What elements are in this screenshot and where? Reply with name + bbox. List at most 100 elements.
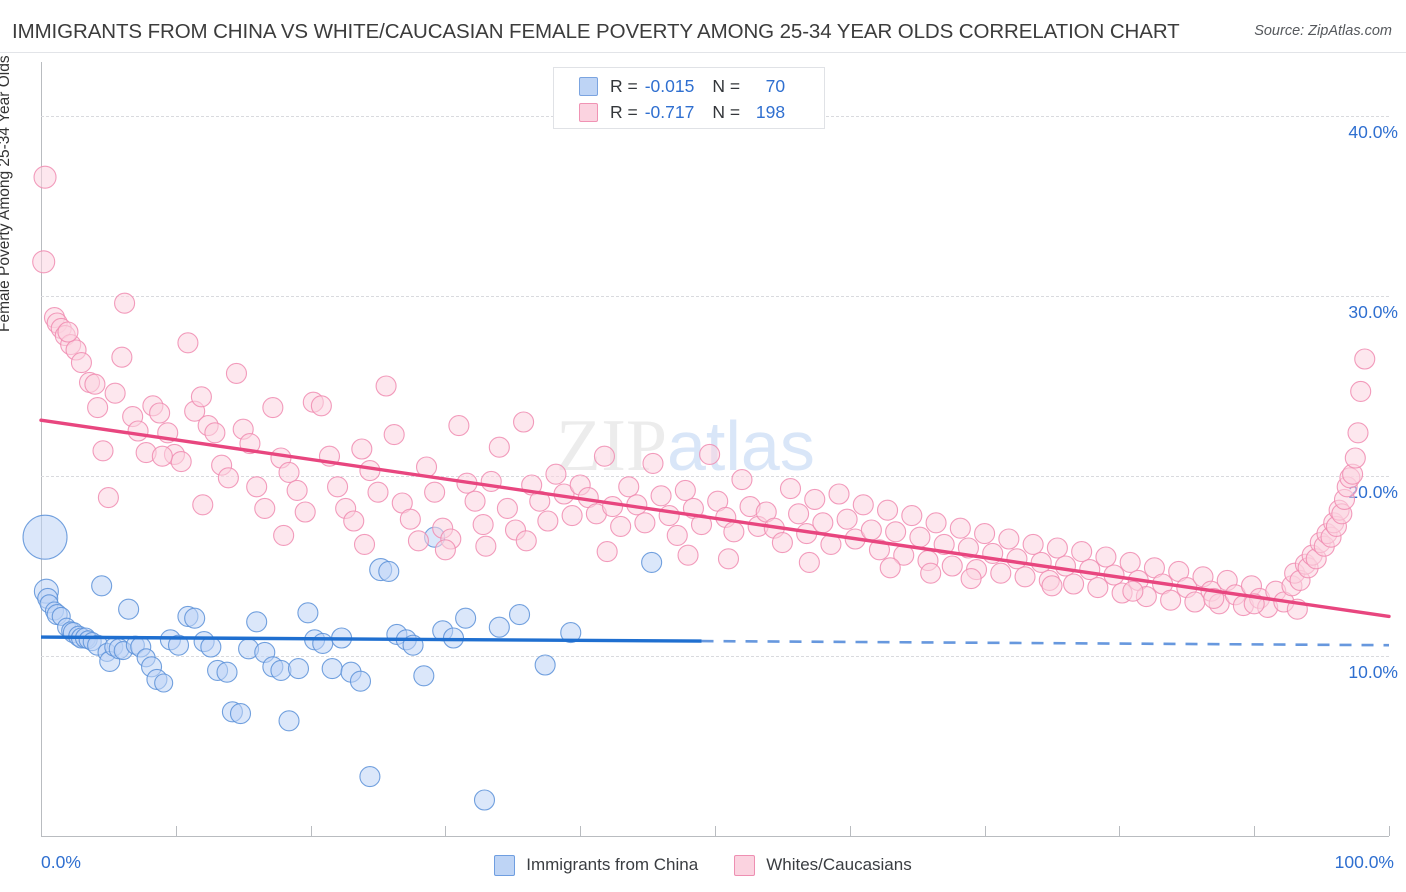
- data-point: [804, 488, 826, 510]
- data-point: [717, 548, 740, 570]
- data-point: [1344, 447, 1366, 469]
- data-point: [204, 422, 226, 444]
- data-point: [1203, 587, 1225, 609]
- r-value-pink: -0.717: [644, 101, 695, 122]
- legend-swatch-icon-pink: [734, 854, 756, 876]
- data-point: [593, 445, 616, 467]
- data-point: [641, 551, 663, 573]
- data-point: [650, 485, 672, 507]
- data-point: [610, 515, 632, 537]
- data-point: [33, 165, 57, 189]
- data-point: [885, 521, 907, 543]
- trendline-immigrants-from-china: [40, 635, 702, 643]
- data-point: [545, 463, 567, 485]
- data-point: [262, 397, 284, 419]
- data-point: [1054, 555, 1077, 577]
- data-point: [383, 424, 405, 446]
- y-tick-label-3: 10.0%: [1348, 662, 1398, 682]
- n-label-pink: N =: [712, 101, 741, 122]
- data-point: [674, 479, 696, 501]
- data-point: [508, 604, 531, 626]
- x-tick-0: [41, 826, 42, 836]
- data-point: [534, 654, 556, 676]
- data-point: [860, 519, 882, 541]
- y-tick-label-2: 20.0%: [1348, 482, 1398, 502]
- r-value-blue: -0.015: [644, 75, 695, 96]
- stats-row-whites-caucasians: R = -0.717 N = 198: [579, 99, 785, 125]
- series-points-whites-caucasians: [32, 165, 1376, 620]
- x-tick-30: [445, 826, 447, 836]
- data-point: [70, 352, 92, 374]
- data-point: [170, 451, 192, 473]
- data-point: [359, 766, 381, 788]
- data-point: [836, 508, 858, 530]
- series-legend: Immigrants from China Whites/Caucasians: [0, 850, 1406, 880]
- data-point: [677, 544, 699, 566]
- data-point: [771, 532, 793, 554]
- data-point: [1087, 577, 1109, 599]
- data-point: [998, 528, 1020, 550]
- data-point: [434, 539, 456, 561]
- data-point: [1122, 580, 1144, 602]
- data-point: [287, 658, 310, 680]
- data-point: [343, 510, 365, 532]
- x-tick-60: [849, 826, 851, 836]
- data-point: [852, 494, 874, 516]
- data-point: [949, 517, 971, 539]
- data-point: [225, 362, 248, 384]
- data-point: [1071, 541, 1093, 563]
- data-point: [1006, 548, 1028, 570]
- data-point: [154, 673, 174, 693]
- data-point: [537, 510, 559, 532]
- data-point: [561, 505, 583, 527]
- data-point: [1095, 546, 1117, 568]
- x-tick-40: [580, 826, 582, 836]
- data-point: [229, 703, 252, 725]
- data-point: [448, 415, 470, 437]
- data-point: [399, 508, 421, 530]
- data-point: [798, 551, 820, 573]
- data-point: [788, 503, 810, 525]
- x-tick-10: [175, 826, 177, 836]
- data-point: [177, 332, 199, 354]
- data-point: [596, 541, 618, 563]
- data-point: [634, 512, 656, 534]
- data-point: [184, 607, 206, 629]
- data-point: [114, 292, 136, 314]
- data-point: [278, 710, 300, 732]
- data-point: [642, 452, 664, 474]
- x-axis-line: [41, 836, 1389, 837]
- data-point: [812, 512, 834, 534]
- data-point: [312, 632, 334, 654]
- x-tick-90: [1254, 826, 1256, 836]
- data-point: [1063, 573, 1085, 595]
- data-point: [190, 386, 212, 408]
- data-point: [246, 476, 268, 498]
- data-point: [475, 535, 497, 557]
- data-point: [200, 636, 222, 658]
- data-point: [879, 557, 901, 579]
- data-point: [699, 443, 721, 465]
- x-axis-max-label: 100.0%: [1334, 852, 1394, 872]
- data-point: [1022, 533, 1044, 555]
- x-axis-min-label: 0.0%: [41, 852, 81, 872]
- legend-item-immigrants-from-china[interactable]: Immigrants from China: [494, 854, 699, 876]
- n-value-pink: 198: [755, 101, 786, 122]
- data-point: [91, 575, 113, 597]
- series-points-immigrants-from-china: [22, 514, 663, 811]
- gridline-20: [41, 476, 1389, 477]
- data-point: [216, 661, 238, 683]
- data-point: [321, 658, 343, 680]
- legend-label-immigrants-from-china: Immigrants from China: [526, 855, 699, 874]
- data-point: [658, 505, 680, 527]
- x-tick-80: [1119, 826, 1121, 836]
- x-tick-70: [984, 826, 986, 836]
- y-axis-line: [41, 62, 42, 836]
- y-tick-label-1: 30.0%: [1348, 302, 1398, 322]
- data-point: [974, 523, 996, 545]
- data-point: [666, 524, 688, 546]
- data-point: [909, 526, 931, 548]
- legend-item-whites-caucasians[interactable]: Whites/Caucasians: [734, 854, 912, 876]
- data-point: [151, 445, 173, 467]
